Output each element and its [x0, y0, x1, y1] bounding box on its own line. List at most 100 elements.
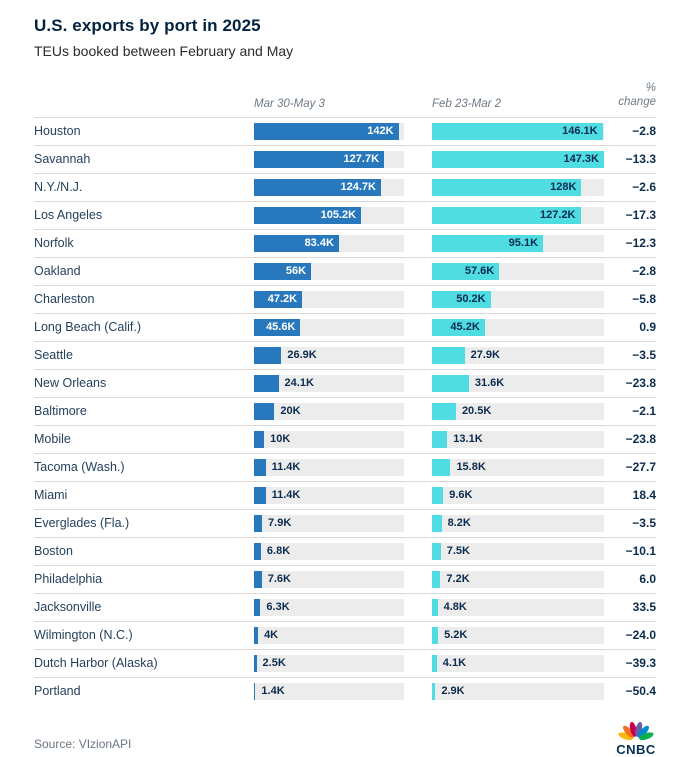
bar-period1: 47.2K [254, 290, 303, 308]
table-row: Philadelphia 7.6K 7.2K 6.0 [34, 564, 656, 593]
pct-change-value: −3.5 [632, 348, 656, 363]
bar-track-period2: 8.2K [432, 514, 604, 532]
port-label: Everglades (Fla.) [34, 516, 130, 531]
port-label: Mobile [34, 432, 71, 447]
bar-period2 [432, 598, 438, 616]
bar-value-label: 4.8K [443, 601, 467, 614]
bar-track-period1: 1.4K [254, 682, 404, 700]
bar-period1 [254, 430, 265, 448]
bar-value-label: 7.2K [446, 573, 470, 586]
bar-track-period2: 127.2K [432, 206, 604, 224]
bar-value-label: 105.2K [320, 209, 357, 222]
bar-track-period2: 13.1K [432, 430, 604, 448]
bar-period1 [254, 682, 256, 700]
bar-track-period1: 24.1K [254, 374, 404, 392]
bar-period1 [254, 374, 279, 392]
table-row: Boston 6.8K 7.5K −10.1 [34, 536, 656, 565]
port-label: N.Y./N.J. [34, 180, 83, 195]
bar-value-label: 50.2K [456, 293, 486, 306]
bar-value-label: 20K [280, 405, 301, 418]
port-label: Norfolk [34, 236, 74, 251]
bar-value-label: 26.9K [287, 349, 317, 362]
bar-period1 [254, 346, 282, 364]
bar-value-label: 124.7K [340, 181, 376, 194]
bar-value-label: 146.1K [562, 125, 598, 138]
port-label: Philadelphia [34, 572, 103, 587]
peacock-icon [618, 721, 654, 740]
bar-period1: 127.7K [254, 150, 385, 168]
pct-change-value: −50.4 [625, 684, 656, 699]
bar-value-label: 15.8K [456, 461, 486, 474]
bar-value-label: 7.6K [267, 573, 291, 586]
pct-change-value: 33.5 [632, 600, 656, 615]
pct-change-value: −5.8 [632, 292, 656, 307]
bar-track-period2: 7.2K [432, 570, 604, 588]
port-label: Portland [34, 684, 81, 699]
bar-period2 [432, 486, 444, 504]
bar-period1: 45.6K [254, 318, 301, 336]
pct-change-value: −2.1 [632, 404, 656, 419]
bar-value-label: 57.6K [464, 265, 495, 278]
bar-value-label: 83.4K [304, 237, 334, 250]
bar-value-label: 7.9K [268, 517, 292, 530]
bar-period2: 45.2K [432, 318, 485, 336]
bar-period1 [254, 570, 262, 588]
bar-track-period1: 83.4K [254, 234, 404, 252]
bar-value-label: 95.1K [508, 237, 539, 250]
bar-track-period2: 5.2K [432, 626, 604, 644]
bar-track-period1: 142K [254, 122, 404, 140]
footer: Source: VIzionAPI CNBC [34, 721, 656, 757]
table-row: Miami 11.4K 9.6K 18.4 [34, 480, 656, 509]
bar-track-period1: 7.6K [254, 570, 404, 588]
port-label: Oakland [34, 264, 81, 279]
bar-value-label: 31.6K [474, 377, 505, 390]
bar-value-label: 4K [264, 629, 279, 642]
bar-period1 [254, 458, 266, 476]
table-row: Los Angeles 105.2K 127.2K −17.3 [34, 200, 656, 229]
bar-track-period2: 31.6K [432, 374, 604, 392]
bar-period2: 146.1K [432, 122, 603, 140]
bar-value-label: 1.4K [261, 685, 285, 698]
bar-track-period2: 146.1K [432, 122, 604, 140]
pct-change-value: −23.8 [625, 432, 656, 447]
bar-period1 [254, 626, 259, 644]
bar-value-label: 6.3K [266, 601, 290, 614]
port-label: Baltimore [34, 404, 87, 419]
bar-track-period2: 20.5K [432, 402, 604, 420]
bar-track-period2: 9.6K [432, 486, 604, 504]
bar-period2: 128K [432, 178, 582, 196]
bar-value-label: 10K [270, 433, 291, 446]
port-label: Seattle [34, 348, 73, 363]
bar-value-label: 142K [367, 125, 394, 138]
bar-period1 [254, 598, 261, 616]
port-label: Tacoma (Wash.) [34, 460, 125, 475]
bar-track-period1: 11.4K [254, 458, 404, 476]
table-row: Charleston 47.2K 50.2K −5.8 [34, 284, 656, 313]
bar-track-period1: 10K [254, 430, 404, 448]
table-row: N.Y./N.J. 124.7K 128K −2.6 [34, 172, 656, 201]
port-label: Charleston [34, 292, 95, 307]
port-label: Wilmington (N.C.) [34, 628, 133, 643]
table-row: Dutch Harbor (Alaska) 2.5K 4.1K −39.3 [34, 648, 656, 677]
bar-track-period1: 56K [254, 262, 404, 280]
port-label: Jacksonville [34, 600, 102, 615]
bar-track-period1: 47.2K [254, 290, 404, 308]
bar-track-period1: 6.8K [254, 542, 404, 560]
bar-value-label: 27.9K [470, 349, 500, 362]
cnbc-logo: CNBC [616, 721, 656, 757]
bar-track-period2: 2.9K [432, 682, 604, 700]
bar-track-period1: 124.7K [254, 178, 404, 196]
bar-period2 [432, 654, 437, 672]
table-row: New Orleans 24.1K 31.6K −23.8 [34, 368, 656, 397]
pct-change-value: −2.6 [632, 180, 656, 195]
pct-change-value: 0.9 [639, 320, 656, 335]
pct-change-value: −3.5 [632, 516, 656, 531]
bar-track-period1: 4K [254, 626, 404, 644]
bar-period2 [432, 458, 451, 476]
port-label: Long Beach (Calif.) [34, 320, 142, 335]
port-label: Miami [34, 488, 68, 503]
table-row: Baltimore 20K 20.5K −2.1 [34, 396, 656, 425]
bar-period1 [254, 542, 261, 560]
bar-track-period1: 6.3K [254, 598, 404, 616]
bar-track-period1: 45.6K [254, 318, 404, 336]
